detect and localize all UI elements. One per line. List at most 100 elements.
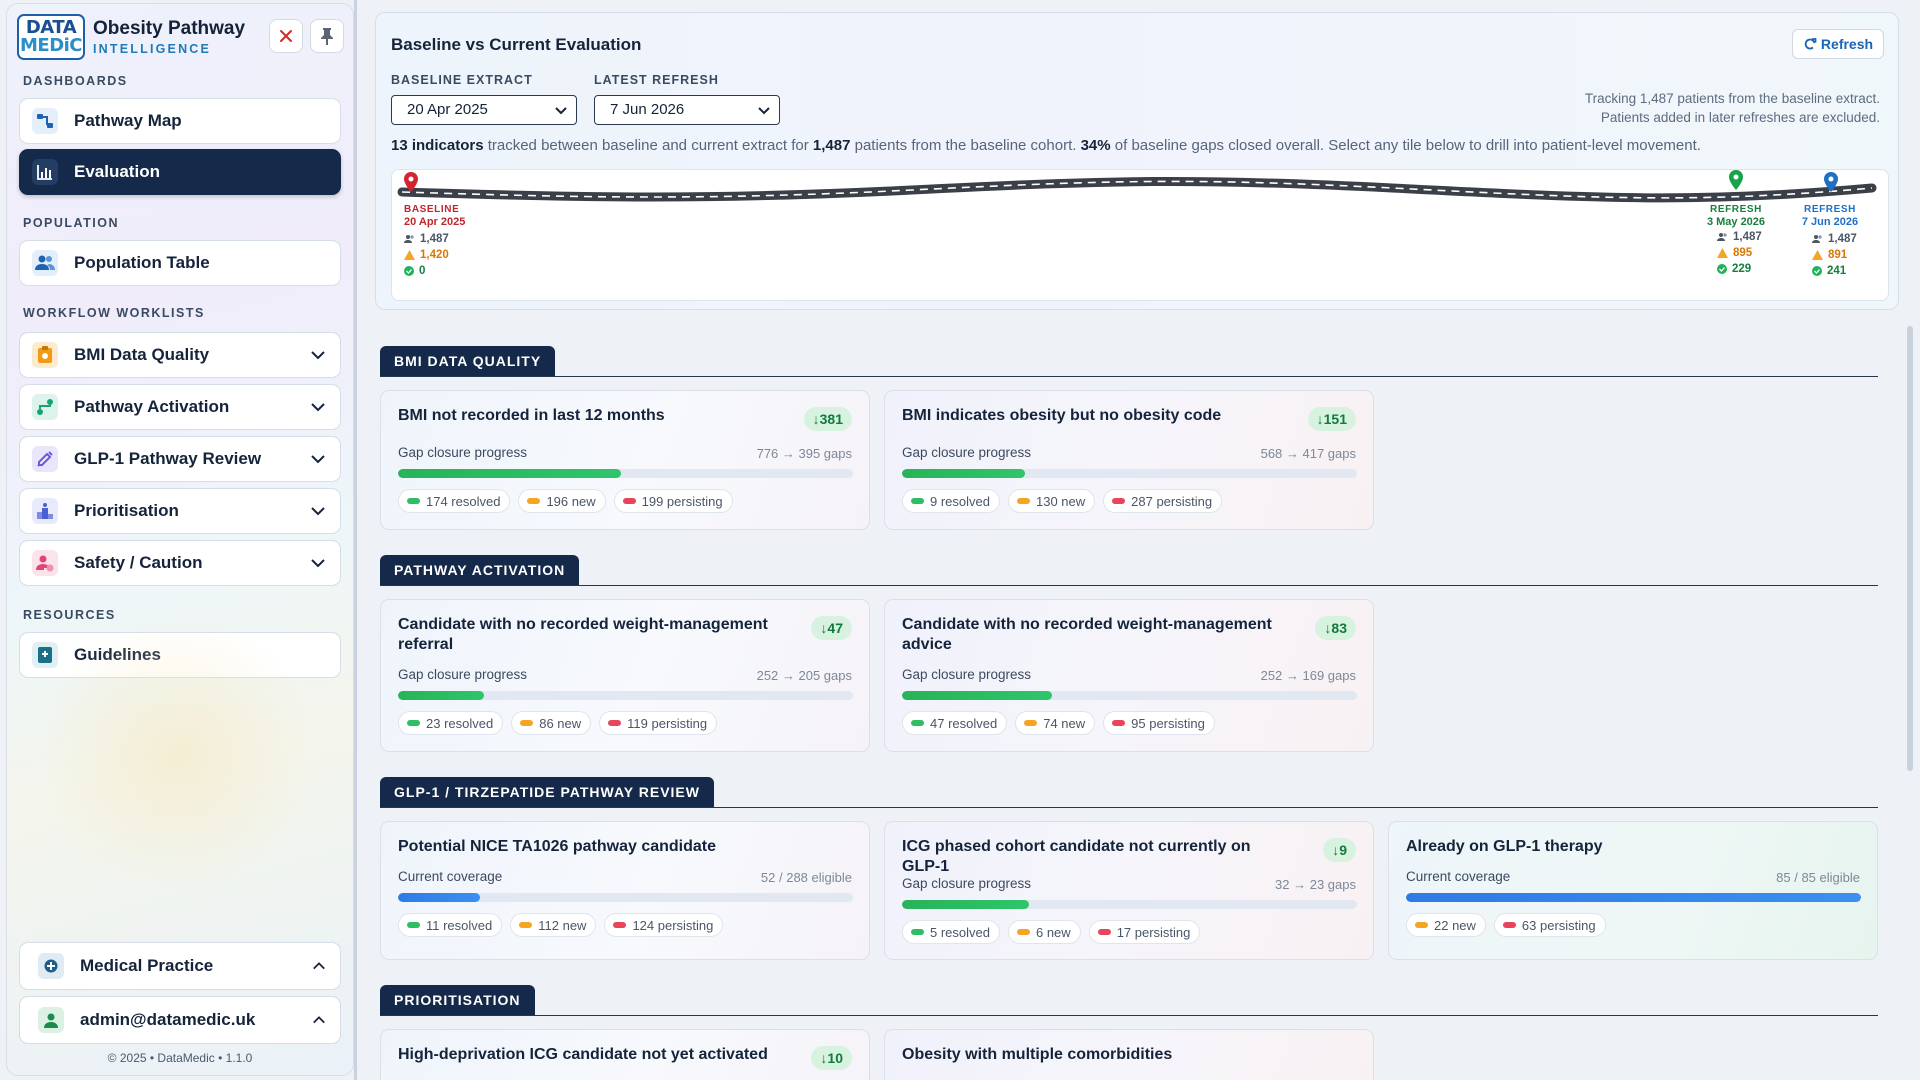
progress-label: Gap closure progress [902,445,1032,460]
progress-bar [398,469,853,478]
marker-date: 20 Apr 2025 [404,216,466,228]
brand: DATA MEDiC Obesity Pathway INTELLIGENCE [17,14,245,60]
users-icon [1812,235,1822,243]
syringe-icon [32,446,58,472]
indicator-card[interactable]: Candidate with no recorded weight-manage… [884,599,1374,752]
close-icon [280,30,292,42]
stat-gaps: 891 [1828,249,1848,261]
pill-label: 124 persisting [632,917,714,933]
sidebar-item-label: BMI Data Quality [74,345,210,364]
latest-label: LATEST REFRESH [594,73,719,87]
app-title: Obesity Pathway [93,18,246,39]
new-pill: 86 new [511,711,592,735]
new-pill: 6 new [1007,920,1081,944]
pill-label: 5 resolved [930,924,990,940]
section-divider [380,807,1878,808]
progress-label: Gap closure progress [902,667,1032,682]
marker-title: REFRESH [1804,204,1856,215]
pin-button[interactable] [310,19,344,53]
sidebar-item-label: GLP-1 Pathway Review [74,449,262,468]
baseline-select[interactable]: 20 Apr 2025 [391,95,577,125]
persisting-pill: 287 persisting [1103,489,1223,513]
card-title: ICG phased cohort candidate not currentl… [902,838,1251,875]
new-pill: 112 new [510,913,597,937]
pill-label: 130 new [1035,493,1086,509]
sidebar-item-evaluation[interactable]: Evaluation [19,149,341,195]
indicator-card[interactable]: ICG phased cohort candidate not currentl… [884,821,1374,960]
change-badge: ↓9 [1323,838,1356,862]
indicator-card[interactable]: BMI not recorded in last 12 months ↓381 … [380,390,870,530]
indicator-card[interactable]: Potential NICE TA1026 pathway candidate … [380,821,870,960]
progress-value: 85 / 85 eligible [1776,870,1860,885]
user-email: admin@datamedic.uk [80,1010,256,1029]
pill-label: 11 resolved [426,917,493,933]
baseline-pin-icon [404,172,418,192]
section-divider [380,585,1878,586]
stat-gaps: 895 [1733,247,1753,259]
progress-bar [902,691,1357,700]
stat-patients: 1,487 [1828,233,1857,245]
resolved-pill: 5 resolved [902,920,1000,944]
stat-patients: 1,487 [420,233,449,245]
pill-label: 112 new [538,917,587,933]
card-title: BMI indicates obesity but no obesity cod… [902,407,1222,424]
stat-resolved: 241 [1827,265,1847,277]
card-title: Already on GLP-1 therapy [1406,838,1603,855]
progress-fill [398,893,480,902]
indicator-card[interactable]: Candidate with no recorded weight-manage… [380,599,870,752]
indicator-card[interactable]: Already on GLP-1 therapy Current coverag… [1388,821,1878,960]
movement-pills: 22 new 63 persisting [1406,913,1606,937]
chevron-down-icon [555,107,567,115]
pill-label: 17 persisting [1116,924,1191,940]
progress-bar [398,893,853,902]
app-subtitle: INTELLIGENCE [93,42,212,56]
sidebar-item-safety-caution[interactable]: Safety / Caution [19,540,341,586]
sidebar-item-label: Safety / Caution [74,553,203,572]
sidebar-item-bmi-data-quality[interactable]: BMI Data Quality [19,332,341,378]
refresh-button[interactable]: Refresh [1792,29,1884,59]
change-badge: ↓10 [811,1046,852,1070]
sidebar-item-pathway-activation[interactable]: Pathway Activation [19,384,341,430]
practice-selector[interactable]: Medical Practice [19,942,341,990]
progress-value: 32 → 23 gaps [1275,877,1356,892]
sidebar-item-population-table[interactable]: Population Table [19,240,341,286]
user-menu[interactable]: admin@datamedic.uk [19,996,341,1044]
latest-select[interactable]: 7 Jun 2026 [594,95,780,125]
progress-bar [902,469,1357,478]
sidebar-item-glp1-review[interactable]: GLP-1 Pathway Review [19,436,341,482]
progress-fill [902,900,1030,909]
chevron-up-icon [313,962,325,970]
chevron-down-icon [311,403,325,412]
sidebar-item-label: Guidelines [74,645,161,664]
section-header-bmi: BMI DATA QUALITY [380,346,556,376]
main-scrollbar[interactable] [1907,326,1913,771]
section-workflow: WORKFLOW WORKLISTS [23,306,205,320]
progress-fill [398,691,485,700]
movement-pills: 23 resolved 86 new 119 persisting [398,711,718,735]
sidebar-item-guidelines[interactable]: Guidelines [19,632,341,678]
progress-value: 52 / 288 eligible [760,870,852,885]
refresh-pin-icon [1729,170,1743,190]
indicator-card[interactable]: High-deprivation ICG candidate not yet a… [380,1029,870,1080]
summary-text: patients from the baseline cohort. [850,137,1081,154]
card-title: Obesity with multiple comorbidities [902,1046,1173,1063]
chevron-down-icon [311,507,325,516]
stat-resolved: 0 [419,265,426,277]
section-population: POPULATION [23,216,120,230]
sidebar-item-pathway-map[interactable]: Pathway Map [19,98,341,144]
refresh-stats: 1,487 895 229 [1717,229,1762,277]
baseline-stats: 1,487 1,420 0 [404,231,449,279]
users-icon [404,235,414,243]
sidebar-item-prioritisation[interactable]: Prioritisation [19,488,341,534]
pill-label: 174 resolved [426,493,501,509]
movement-pills: 47 resolved 74 new 95 persisting [902,711,1215,735]
close-button[interactable] [269,19,303,53]
progress-value: 252 → 205 gaps [756,668,852,683]
marker-date: 3 May 2026 [1706,216,1766,228]
tracking-line: Patients added in later refreshes are ex… [1600,110,1880,125]
users-icon [1717,233,1727,241]
resolved-pill: 11 resolved [398,913,503,937]
indicator-card[interactable]: Obesity with multiple comorbidities [884,1029,1374,1080]
indicator-card[interactable]: BMI indicates obesity but no obesity cod… [884,390,1374,530]
pill-label: 287 persisting [1131,493,1213,509]
